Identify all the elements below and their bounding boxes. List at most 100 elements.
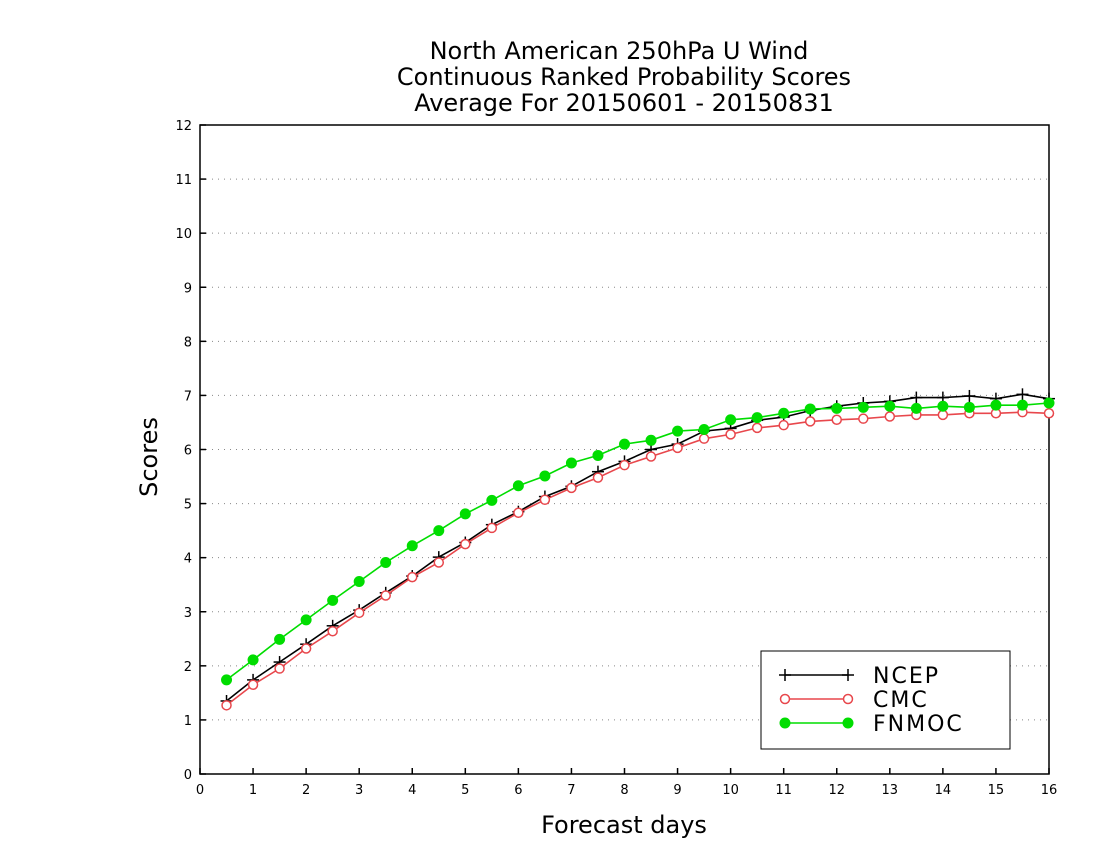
y-tick-label: 11 [175,173,192,188]
data-point-cmc [592,472,604,483]
data-point-cmc [858,413,869,424]
x-tick-label: 7 [567,783,575,798]
x-axis: 0 1 2 3 4 5 6 7 8 9 10 11 12 13 14 15 16 [196,768,1057,798]
x-tick-label: 9 [673,783,681,798]
x-tick-label: 12 [828,783,845,798]
data-point-fnmoc [698,423,710,435]
data-point-fnmoc [990,399,1002,411]
data-point-fnmoc [486,494,498,506]
x-tick-label: 6 [514,783,522,798]
data-point-cmc [672,442,683,454]
legend-marker [779,669,791,681]
y-axis-label: Scores [135,417,163,497]
data-point-cmc [619,459,630,471]
legend-marker [779,717,791,729]
y-tick-label: 1 [184,714,192,729]
legend-marker [842,669,854,681]
legend-item-cmc: CMC [779,688,929,713]
data-point-cmc [884,411,896,422]
x-tick-label: 10 [722,783,739,798]
data-point-fnmoc [592,449,604,461]
data-point-ncep [1016,388,1029,401]
chart-title-line-2: Continuous Ranked Probability Scores [397,63,851,91]
data-point-cmc [433,557,445,568]
y-tick-label: 6 [184,444,192,459]
x-tick-label: 5 [461,783,469,798]
data-point-cmc [778,419,789,431]
series-fnmoc [221,397,1055,686]
data-point-fnmoc [380,557,392,569]
chart-title-line-1: North American 250hPa U Wind [430,37,809,65]
x-axis-label: Forecast days [541,811,707,839]
data-point-fnmoc [1043,397,1055,409]
data-point-fnmoc [831,402,843,414]
data-point-cmc [300,643,312,654]
x-tick-label: 11 [775,783,792,798]
data-point-cmc [353,607,365,619]
data-point-cmc [460,538,471,550]
x-tick-label: 3 [355,783,363,798]
chart-title: North American 250hPa U Wind Continuous … [397,37,851,117]
x-tick-label: 16 [1041,783,1058,798]
data-point-cmc [380,590,391,601]
legend-label: NCEP [873,664,940,689]
data-point-fnmoc [565,457,577,469]
y-tick-label: 5 [184,498,192,513]
data-point-fnmoc [406,540,418,552]
data-point-fnmoc [937,400,949,412]
y-tick-label: 2 [184,660,192,675]
data-point-cmc [751,422,763,434]
data-point-fnmoc [433,525,445,537]
data-point-cmc [937,409,949,421]
data-point-cmc [698,433,710,444]
data-point-fnmoc [645,434,657,446]
data-point-fnmoc [778,407,790,419]
data-point-fnmoc [619,438,630,450]
data-point-cmc [831,414,842,426]
y-tick-label: 10 [175,227,192,242]
legend-box [760,650,1011,750]
data-point-cmc [486,522,498,534]
y-tick-label: 8 [184,335,192,350]
x-tick-label: 1 [249,783,257,798]
data-point-fnmoc [512,480,524,492]
legend-marker [842,693,854,705]
x-tick-label: 0 [196,783,204,798]
data-point-cmc [274,663,285,674]
data-point-cmc [1043,408,1055,419]
data-point-fnmoc [221,674,233,686]
y-tick-label: 12 [175,119,192,134]
legend-label: CMC [873,688,929,713]
data-point-fnmoc [751,412,763,424]
data-point-fnmoc [353,575,365,587]
legend-marker [779,693,791,705]
data-point-cmc [513,507,524,519]
legend-item-ncep: NCEP [779,664,940,689]
data-point-ncep [963,389,976,402]
x-tick-label: 2 [302,783,310,798]
x-tick-label: 8 [620,783,628,798]
data-point-fnmoc [274,633,286,645]
legend-item-fnmoc: FNMOC [779,712,964,737]
data-point-cmc [725,429,736,440]
data-point-fnmoc [539,470,551,482]
y-tick-label: 0 [184,768,192,783]
data-point-fnmoc [459,508,471,520]
series-layer [220,388,1055,711]
series-line-fnmoc [226,402,1050,681]
y-tick-label: 3 [184,606,192,621]
data-point-cmc [645,451,657,462]
data-point-cmc [221,700,232,711]
x-tick-label: 14 [935,783,952,798]
y-tick-label: 7 [184,389,192,404]
data-point-ncep [910,391,923,404]
legend-label: FNMOC [873,712,964,737]
data-point-fnmoc [672,425,684,437]
data-point-fnmoc [963,401,975,413]
data-point-fnmoc [725,414,737,426]
data-point-fnmoc [857,401,869,413]
data-point-cmc [407,571,418,583]
